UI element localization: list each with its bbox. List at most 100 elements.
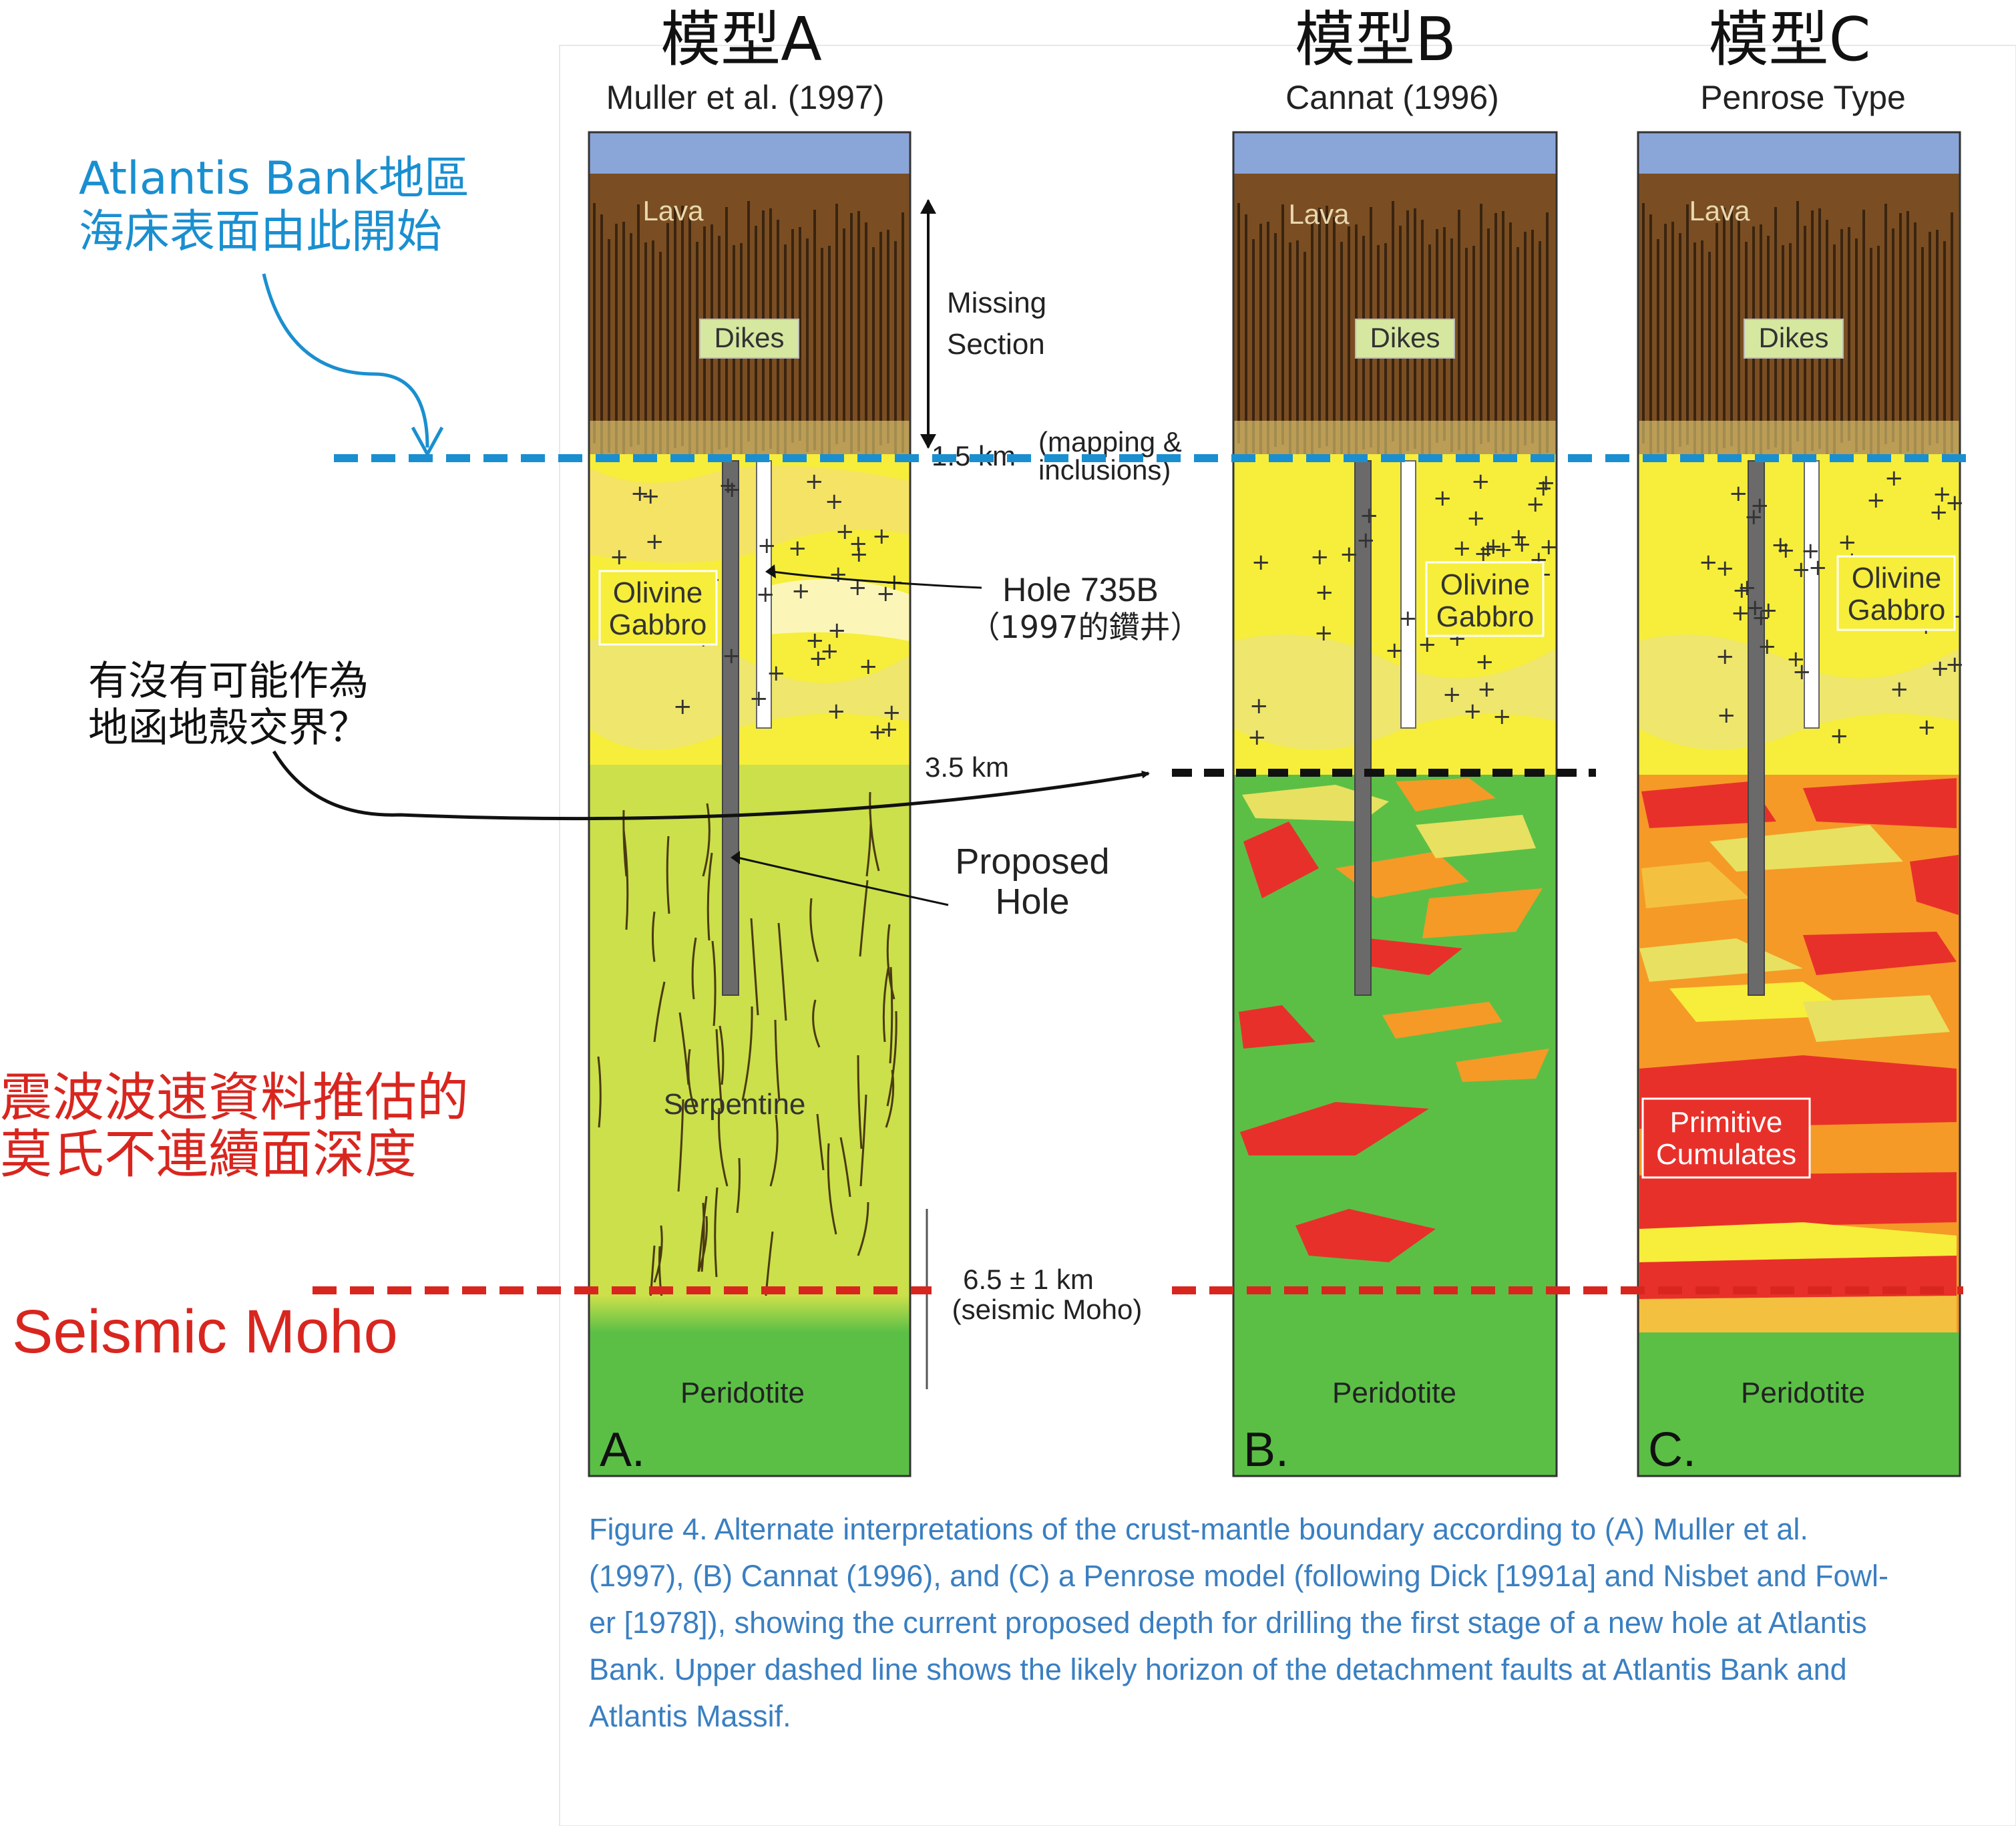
panel-label-c: C. — [1648, 1423, 1696, 1477]
model-b-title: 模型B — [1295, 5, 1456, 75]
gabbro-plus: + — [1492, 703, 1512, 730]
gabbro-plus: + — [1744, 504, 1764, 530]
gabbro-plus: + — [1513, 531, 1532, 558]
gabbro-plus: + — [1315, 579, 1334, 606]
gabbro-plus: + — [1247, 724, 1267, 751]
serpentine-vein — [812, 999, 821, 1048]
gabbro-plus: + — [1340, 541, 1359, 568]
olivine-label-b: Olivine — [1440, 568, 1531, 601]
seismic-annotation-line2: 莫氏不連續面深度 — [0, 1125, 417, 1185]
gabbro-plus: + — [879, 716, 899, 743]
lava-label-a: Lava — [642, 195, 704, 226]
serpentine-vein — [666, 836, 670, 914]
gabbro-plus: + — [1452, 535, 1472, 562]
gabbro-plus: + — [756, 581, 775, 608]
red-lens — [1910, 855, 1959, 915]
serpentine-vein — [809, 898, 819, 962]
gabbro-plus: + — [1475, 649, 1494, 675]
gabbro-plus: + — [788, 535, 807, 562]
caption-line5: Atlantis Massif. — [589, 1699, 791, 1733]
serpentine-vein — [715, 1029, 723, 1112]
proposed-label: Proposed — [955, 842, 1109, 882]
gabbro-plus: + — [630, 480, 650, 507]
gabbro-label-b: Gabbro — [1436, 600, 1535, 633]
primitive-box — [1641, 1097, 1811, 1179]
hole-735b-sublabel: （1997的鑽井） — [969, 609, 1201, 645]
proposed-hole-c — [1748, 460, 1765, 996]
gabbro-plus: + — [767, 660, 786, 687]
serpentine-vein — [652, 911, 656, 962]
yellow-lens — [1639, 1222, 1957, 1262]
gabbro-plus: + — [1830, 723, 1849, 749]
atlantis-annotation-line1: Atlantis Bank地區 — [79, 152, 469, 205]
gabbro-plus: + — [1917, 714, 1937, 741]
gabbro-plus: + — [719, 472, 738, 499]
olivine-box-c — [1836, 555, 1956, 631]
serpentine-vein — [697, 1216, 708, 1272]
gabbro-plus: + — [723, 476, 742, 503]
gabbro-plus: + — [809, 645, 828, 672]
gabbro-plus: + — [1478, 536, 1498, 562]
gabbro-plus: + — [1933, 481, 1952, 508]
sea-layer-c — [1638, 132, 1960, 174]
dike-base — [589, 421, 910, 454]
model-b-subtitle: Cannat (1996) — [1285, 79, 1499, 116]
serpentine-vein — [702, 803, 711, 877]
peridotite-layer-b — [1233, 1332, 1557, 1476]
red-lens — [1803, 932, 1957, 975]
gabbro-plus: + — [645, 528, 664, 555]
gabbro-lens — [1242, 785, 1389, 821]
serpentine-vein — [677, 1099, 684, 1192]
gabbro-plus: + — [805, 468, 824, 495]
gabbro-plus: + — [1526, 491, 1545, 518]
red-lens — [1803, 778, 1957, 828]
gabbro-plus: + — [1477, 676, 1496, 703]
hole-735b-leader — [767, 570, 982, 589]
gabbro-plus: + — [1771, 532, 1790, 558]
dikes-label-c: Dikes — [1758, 322, 1828, 353]
serpentine-vein — [886, 1011, 897, 1107]
proposed-hole-b — [1354, 460, 1372, 996]
serpentine-vein — [839, 1137, 851, 1198]
gabbro-plus: + — [1786, 646, 1806, 673]
gabbro-plus: + — [1776, 537, 1796, 564]
olivine-box-a — [598, 570, 718, 646]
gabbro-plus: + — [1310, 544, 1330, 570]
gabbro-plus: + — [849, 541, 869, 568]
serpentine-vein — [719, 1025, 725, 1085]
lava-label-b: Lava — [1288, 198, 1350, 230]
gabbro-lens — [1416, 815, 1536, 858]
gabbro-plus: + — [827, 617, 847, 644]
peridotite-label-c: Peridotite — [1741, 1377, 1865, 1409]
hole-735b-leader-head — [765, 564, 776, 578]
gabbro-plus: + — [1801, 538, 1820, 564]
gabbro-plus: + — [1729, 480, 1748, 507]
question-line2: 地函地殼交界？ — [88, 705, 369, 751]
serpentine-vein — [718, 1107, 729, 1187]
red-lens — [1641, 781, 1776, 828]
column-border-b — [1232, 131, 1558, 1477]
gabbro-plus: + — [859, 653, 878, 680]
gabbro-plus: + — [1732, 577, 1752, 604]
gabbro-plus: + — [1731, 600, 1750, 626]
moho-depth: 6.5 ± 1 km — [963, 1264, 1094, 1295]
gabbro-lens — [1638, 634, 1960, 750]
gabbro-plus: + — [820, 638, 839, 665]
figure-frame — [559, 45, 2016, 1826]
moho-transition-a — [589, 1296, 910, 1332]
gabbro-plus: + — [749, 685, 769, 712]
gabbro-plus: + — [1494, 536, 1513, 563]
gabbro-plus: + — [1838, 529, 1857, 556]
gabbro-plus: + — [1537, 470, 1556, 496]
serpentine-vein — [827, 1143, 837, 1235]
serpentine-vein — [777, 922, 787, 1021]
missing-label: Missing — [947, 287, 1046, 319]
gabbro-plus: + — [1251, 549, 1271, 576]
serpentine-vein — [859, 880, 869, 957]
caption-line1: Figure 4. Alternate interpretations of t… — [589, 1512, 1808, 1546]
caption-line4: Bank. Upper dashed line shows the likely… — [589, 1652, 1847, 1686]
gabbro-plus: + — [1716, 555, 1735, 582]
gabbro-plus: + — [1314, 620, 1334, 647]
serpentine-vein — [622, 830, 629, 930]
